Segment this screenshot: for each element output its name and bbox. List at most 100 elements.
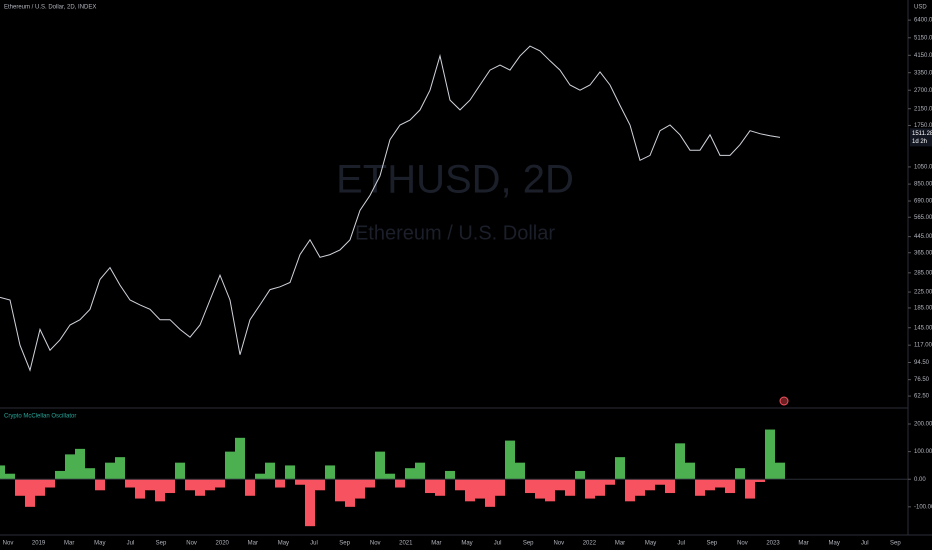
oscillator-bar: [595, 479, 605, 496]
y-tick-label: 690.00: [914, 199, 932, 205]
oscillator-bar: [745, 479, 755, 499]
oscillator-bar: [65, 454, 75, 480]
oscillator-bar: [215, 479, 225, 488]
x-tick-label: Mar: [431, 541, 441, 547]
y-tick-label: 2150.00: [914, 106, 932, 112]
x-tick-label: May: [645, 541, 656, 547]
oscillator-bar: [125, 479, 135, 488]
y-tick-label: 3350.00: [914, 70, 932, 76]
oscillator-bar: [255, 473, 265, 480]
x-tick-label: Sep: [523, 541, 534, 547]
y-tick-label: 1750.00: [914, 123, 932, 129]
x-tick-label: Mar: [64, 541, 74, 547]
x-tick-label: Mar: [798, 541, 808, 547]
countdown-label: 1d 2h: [912, 139, 927, 145]
oscillator-bar: [695, 479, 705, 496]
oscillator-bar: [325, 465, 335, 480]
x-tick-label: Sep: [156, 541, 167, 547]
oscillator-bar: [175, 462, 185, 480]
oscillator-bar: [185, 479, 195, 491]
oscillator-bar: [705, 479, 715, 491]
oscillator-bar: [755, 479, 765, 482]
y-tick-label: 4150.00: [914, 53, 932, 59]
x-tick-label: Sep: [706, 541, 717, 547]
oscillator-bar: [565, 479, 575, 496]
oscillator-bar: [355, 479, 365, 499]
oscillator-bar: [575, 470, 585, 480]
oscillator-bar: [505, 440, 515, 480]
oscillator-bar: [265, 462, 275, 480]
oscillator-bar: [275, 479, 285, 488]
oscillator-bar: [165, 479, 175, 494]
oscillator-bar: [225, 451, 235, 480]
x-tick-label: May: [94, 541, 105, 547]
oscillator-bar: [285, 465, 295, 480]
oscillator-bar: [475, 479, 485, 499]
oscillator-bar: [25, 479, 35, 507]
last-price-label: 1511.28: [912, 131, 932, 137]
oscillator-bar: [305, 479, 315, 527]
oscillator-bar: [655, 479, 665, 485]
oscillator-bar: [425, 479, 435, 494]
indicator-title: Crypto McClellan Oscillator: [4, 414, 76, 420]
oscillator-bar: [585, 479, 595, 499]
oscillator-bar: [485, 479, 495, 507]
oscillator-bar: [155, 479, 165, 502]
y-tick-label: 117.00: [914, 343, 932, 349]
y-tick-label: 62.50: [914, 394, 930, 400]
oscillator-bar: [525, 479, 535, 494]
oscillator-bar: [735, 468, 745, 480]
x-tick-label: Mar: [248, 541, 258, 547]
watermark: ETHUSD, 2D: [336, 158, 574, 202]
event-marker[interactable]: [779, 396, 789, 406]
oscillator-bar: [295, 479, 305, 485]
oscillator-bar: [645, 479, 655, 491]
oscillator-bar: [555, 479, 565, 491]
oscillator-bar: [495, 479, 505, 496]
x-tick-label: 2022: [583, 541, 597, 547]
oscillator-bar: [445, 470, 455, 480]
x-tick-label: Sep: [339, 541, 350, 547]
oscillator-bar: [45, 479, 55, 488]
oscillator-bar: [0, 465, 5, 480]
oscillator-bar: [105, 462, 115, 480]
oscillator-bar: [665, 479, 675, 494]
oscillator-bar: [315, 479, 325, 491]
oscillator-bar: [195, 479, 205, 496]
oscillator-bar: [435, 479, 445, 496]
oscillator-bar: [135, 479, 145, 499]
oscillator-bar: [535, 479, 545, 499]
oscillator-bar: [545, 479, 555, 502]
y-tick-label: 2700.00: [914, 88, 932, 94]
y-tick-label: 5150.00: [914, 35, 932, 41]
oscillator-bar: [605, 479, 615, 485]
y-tick-label: 94.50: [914, 360, 930, 366]
x-tick-label: Jul: [861, 541, 869, 547]
oscillator-bar: [15, 479, 25, 496]
oscillator-bar: [675, 443, 685, 480]
oscillator-bar: [35, 479, 45, 496]
y-tick-label: 445.00: [914, 234, 932, 240]
x-tick-label: Jul: [677, 541, 685, 547]
y-tick-label: -100.00: [914, 504, 932, 510]
y-tick-label: 1050.00: [914, 165, 932, 171]
y-tick-label: 850.00: [914, 182, 932, 188]
x-tick-label: May: [278, 541, 289, 547]
y-tick-label: 285.00: [914, 270, 932, 276]
oscillator-bar: [245, 479, 255, 496]
oscillator-bar: [455, 479, 465, 491]
oscillator-bar: [465, 479, 475, 502]
y-tick-label: 145.00: [914, 325, 932, 331]
oscillator-bar: [365, 479, 375, 488]
oscillator-bar: [405, 468, 415, 480]
x-tick-label: Jul: [494, 541, 502, 547]
x-tick-label: Nov: [3, 541, 14, 547]
oscillator-bar: [95, 479, 105, 491]
watermark-subtitle: Ethereum / U.S. Dollar: [355, 222, 555, 244]
y-tick-label: 76.50: [914, 377, 930, 383]
y-tick-label: 100.00: [914, 449, 932, 455]
y-tick-label: 6400.00: [914, 18, 932, 24]
x-tick-label: Sep: [890, 541, 901, 547]
